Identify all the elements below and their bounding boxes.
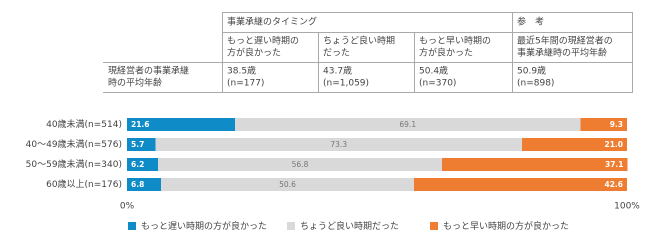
bar-segment — [580, 118, 627, 131]
column-header: だった — [323, 48, 350, 59]
value-label: 50.6 — [279, 180, 296, 189]
row-label: 時の平均年齢 — [108, 77, 162, 89]
x-tick-label: 100% — [614, 202, 640, 212]
row-label: 現経営者の事業承継 — [108, 65, 189, 77]
bar-segment — [127, 118, 235, 131]
table-cell: (n=898) — [517, 79, 554, 89]
legend-swatch — [287, 222, 295, 230]
bar-segment — [155, 138, 522, 151]
table-cell: 38.5歳 — [227, 65, 256, 77]
category-label: 40～49歳未満(n=576) — [26, 138, 122, 150]
value-label: 21.0 — [604, 140, 623, 149]
value-label: 69.1 — [399, 120, 416, 129]
column-header: 方が良かった — [419, 47, 473, 59]
bar-segment — [442, 158, 628, 171]
column-header: ちょうど良い時期 — [323, 35, 395, 47]
table-cell: 43.7歳 — [323, 65, 352, 77]
table-cell: 50.9歳 — [517, 65, 546, 77]
value-label: 5.7 — [131, 140, 144, 149]
bar-segment — [127, 158, 158, 171]
category-label: 60歳以上(n=176) — [46, 178, 122, 190]
legend-label: もっと遅い時期の方が良かった — [141, 220, 267, 232]
table-cell: (n=177) — [227, 79, 264, 89]
category-label: 40歳未満(n=514) — [46, 118, 122, 130]
legend-label: もっと早い時期の方が良かった — [443, 220, 569, 232]
value-label: 73.3 — [330, 140, 347, 149]
table-header: 参 考 — [517, 16, 544, 28]
legend-swatch — [430, 222, 438, 230]
bar-segment — [127, 178, 161, 191]
bar-segment — [161, 178, 414, 191]
table-cell: 50.4歳 — [419, 65, 448, 77]
bar-segment — [414, 178, 627, 191]
bar-segment — [522, 138, 627, 151]
bar-segment — [127, 138, 156, 151]
legend-swatch — [128, 222, 136, 230]
value-label: 42.6 — [604, 180, 623, 189]
column-header: 事業承継時の平均年齢 — [517, 47, 607, 59]
legend-label: ちょうど良い時期だった — [300, 220, 399, 232]
bar-segment — [158, 158, 442, 171]
value-label: 37.1 — [605, 160, 624, 169]
value-label: 6.2 — [131, 160, 144, 169]
table-header: 事業承継のタイミング — [227, 16, 317, 28]
value-label: 9.3 — [610, 120, 623, 129]
x-tick-label: 0% — [120, 202, 135, 212]
column-header: 最近5年間の現経営者の — [517, 35, 613, 47]
table: 事業承継のタイミング 参 考 もっと遅い時期の 方が良かった ちょうど良い時期 … — [103, 12, 633, 93]
value-label: 56.8 — [292, 160, 309, 169]
column-header: もっと早い時期の — [419, 36, 491, 47]
value-label: 21.6 — [131, 120, 150, 129]
category-label: 50～59歳未満(n=340) — [26, 158, 122, 170]
value-label: 6.8 — [131, 180, 144, 189]
column-header: 方が良かった — [227, 47, 281, 59]
column-header: もっと遅い時期の — [227, 36, 299, 47]
bar-segment — [235, 118, 581, 131]
table-cell: (n=370) — [419, 79, 456, 89]
table-cell: (n=1,059) — [323, 79, 369, 89]
